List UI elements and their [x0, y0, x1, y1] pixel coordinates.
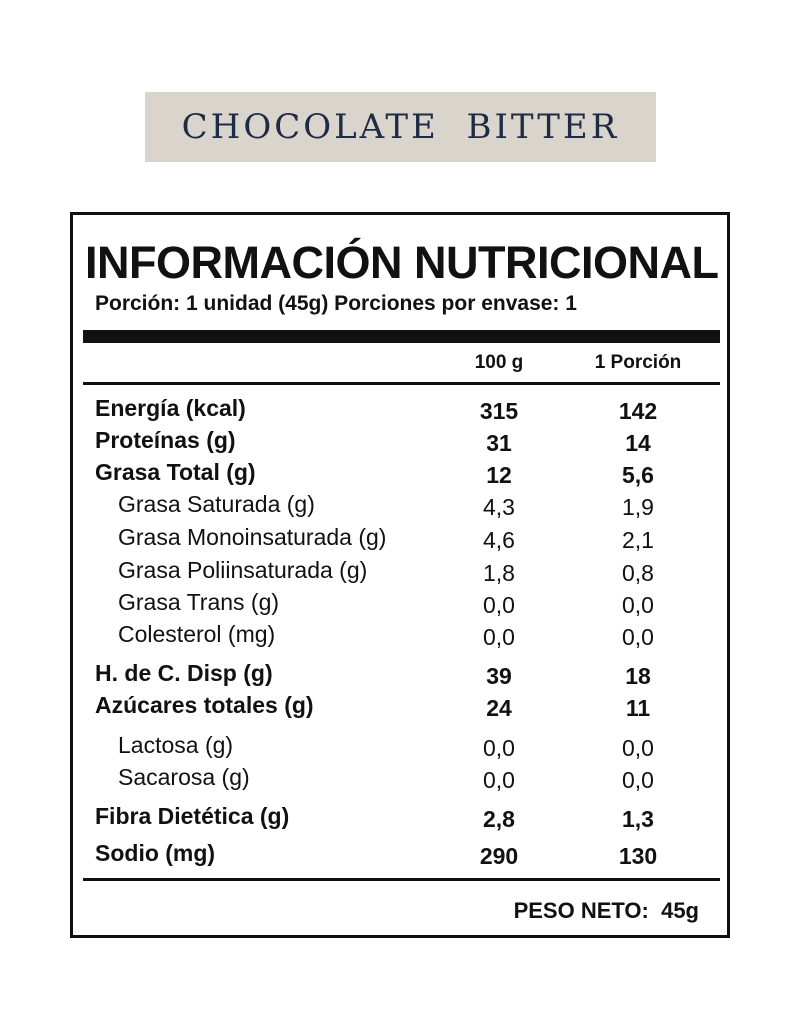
value-portion: 142	[618, 398, 658, 424]
value-100g: 4,3	[483, 494, 515, 520]
nutrient-name: Sacarosa (g)	[118, 764, 250, 790]
value-100g: 1,8	[483, 560, 515, 586]
value-portion: 0,8	[622, 560, 654, 586]
footer-divider	[83, 878, 720, 881]
nutrient-row: Colesterol (mg) 0,0 0,0	[73, 621, 727, 651]
nutrient-row: Grasa Poliinsaturada (g) 1,8 0,8	[73, 557, 727, 587]
value-100g: 0,0	[483, 624, 515, 650]
value-portion: 130	[618, 843, 658, 869]
nutrient-name: Grasa Saturada (g)	[118, 491, 315, 517]
nutrient-name: Grasa Total (g)	[95, 459, 256, 485]
value-100g: 0,0	[483, 767, 515, 793]
value-100g: 12	[486, 462, 512, 488]
header-divider	[83, 382, 720, 385]
value-portion: 2,1	[622, 527, 654, 553]
nutrient-row: Energía (kcal) 315 142	[73, 395, 727, 425]
value-100g: 0,0	[483, 592, 515, 618]
value-100g: 315	[479, 398, 519, 424]
product-banner: CHOCOLATE BITTER	[145, 92, 656, 162]
value-100g: 2,8	[483, 806, 515, 832]
value-100g: 39	[486, 663, 512, 689]
nutrition-panel: INFORMACIÓN NUTRICIONAL Porción: 1 unida…	[70, 212, 730, 938]
serving-info: Porción: 1 unidad (45g) Porciones por en…	[95, 292, 577, 315]
nutrient-row: Azúcares totales (g) 24 11	[73, 692, 727, 722]
net-weight: PESO NETO: 45g	[513, 898, 699, 923]
nutrient-name: Grasa Monoinsaturada (g)	[118, 524, 387, 550]
product-title: CHOCOLATE BITTER	[181, 107, 620, 147]
nutrient-row: Fibra Dietética (g) 2,8 1,3	[73, 803, 727, 833]
value-portion: 14	[625, 430, 651, 456]
nutrient-name: Proteínas (g)	[95, 427, 236, 453]
value-portion: 18	[625, 663, 651, 689]
nutrient-row: Proteínas (g) 31 14	[73, 427, 727, 457]
value-portion: 1,3	[622, 806, 654, 832]
value-100g: 24	[486, 695, 512, 721]
nutrient-name: Sodio (mg)	[95, 840, 216, 866]
value-100g: 4,6	[483, 527, 515, 553]
value-100g: 290	[479, 843, 519, 869]
value-portion: 11	[625, 695, 651, 721]
column-header-portion: 1 Porción	[594, 352, 682, 373]
nutrient-name: Azúcares totales (g)	[95, 692, 314, 718]
nutrient-row: Sodio (mg) 290 130	[73, 840, 727, 870]
nutrient-row: Sacarosa (g) 0,0 0,0	[73, 764, 727, 794]
nutrient-name: Grasa Poliinsaturada (g)	[118, 557, 368, 583]
nutrition-title: INFORMACIÓN NUTRICIONAL	[85, 237, 719, 288]
nutrient-row: Grasa Monoinsaturada (g) 4,6 2,1	[73, 524, 727, 554]
nutrient-row: Lactosa (g) 0,0 0,0	[73, 732, 727, 762]
nutrient-name: Fibra Dietética (g)	[95, 803, 290, 829]
nutrient-row: H. de C. Disp (g) 39 18	[73, 660, 727, 690]
value-portion: 5,6	[622, 462, 654, 488]
value-portion: 0,0	[622, 624, 654, 650]
thick-divider	[83, 330, 720, 343]
value-portion: 0,0	[622, 767, 654, 793]
value-portion: 0,0	[622, 735, 654, 761]
nutrient-name: Energía (kcal)	[95, 395, 246, 421]
nutrient-name: Lactosa (g)	[118, 732, 234, 758]
value-100g: 0,0	[483, 735, 515, 761]
nutrient-row: Grasa Total (g) 12 5,6	[73, 459, 727, 489]
nutrient-name: H. de C. Disp (g)	[95, 660, 273, 686]
value-portion: 1,9	[622, 494, 654, 520]
value-100g: 31	[486, 430, 512, 456]
nutrient-row: Grasa Trans (g) 0,0 0,0	[73, 589, 727, 619]
nutrient-name: Grasa Trans (g)	[118, 589, 280, 615]
column-header-100g: 100 g	[474, 352, 524, 373]
nutrient-name: Colesterol (mg)	[118, 621, 276, 647]
nutrient-row: Grasa Saturada (g) 4,3 1,9	[73, 491, 727, 521]
value-portion: 0,0	[622, 592, 654, 618]
